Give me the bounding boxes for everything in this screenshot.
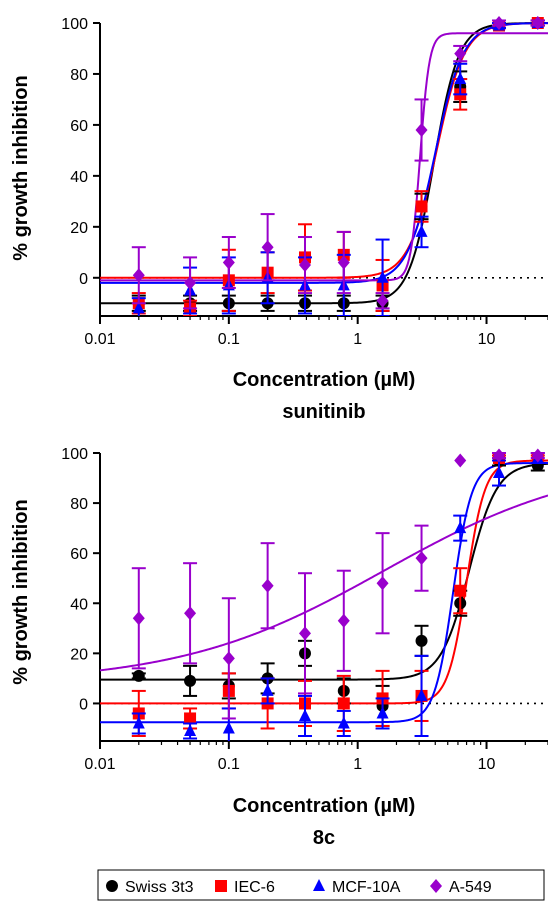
y-tick-label: 60	[70, 118, 88, 135]
data-point	[454, 46, 467, 61]
y-tick-label: 0	[79, 271, 88, 288]
data-point	[337, 716, 350, 729]
legend-label: A-549	[449, 879, 492, 896]
data-point	[454, 453, 467, 468]
data-point	[222, 721, 235, 734]
data-point	[337, 613, 350, 628]
data-point	[261, 683, 274, 696]
data-point	[454, 521, 467, 534]
legend-marker-diamond	[430, 879, 442, 893]
x-tick-label: 0.01	[84, 756, 115, 773]
x-axis-label: Concentration (µM)	[233, 795, 416, 817]
data-point	[415, 200, 428, 213]
data-point	[376, 576, 389, 591]
fit-curve-swiss-3t3	[100, 22, 548, 305]
data-point	[298, 708, 311, 721]
x-tick-label: 1	[353, 756, 362, 773]
legend-marker-square	[215, 880, 227, 892]
fit-curve-iec-6	[100, 22, 548, 279]
data-point	[376, 270, 389, 283]
series-mcf-10a	[131, 451, 545, 741]
fit-curve-swiss-3t3	[100, 462, 548, 681]
data-point	[415, 551, 428, 566]
data-point	[132, 669, 145, 682]
legend-label: Swiss 3t3	[125, 879, 194, 896]
series-a-549	[131, 448, 545, 720]
y-tick-label: 100	[61, 446, 88, 463]
data-point	[376, 293, 389, 308]
data-point	[132, 716, 145, 729]
data-point	[132, 268, 145, 283]
data-point	[184, 275, 197, 290]
y-tick-label: 20	[70, 220, 88, 237]
legend-marker-circle	[106, 880, 118, 892]
data-point	[454, 72, 467, 85]
legend-marker-triangle	[313, 879, 325, 891]
data-point	[184, 712, 197, 725]
y-tick-label: 40	[70, 596, 88, 613]
legend-label: MCF-10A	[332, 879, 401, 896]
data-point	[531, 16, 544, 30]
data-point	[184, 674, 197, 687]
data-point	[493, 466, 506, 479]
x-tick-label: 0.1	[218, 331, 240, 348]
fit-curve-a-549	[99, 494, 548, 672]
x-tick-label: 0.01	[84, 331, 115, 348]
chart-title: sunitinib	[282, 401, 365, 423]
series-mcf-10a	[131, 16, 545, 316]
y-tick-label: 40	[70, 169, 88, 186]
y-tick-label: 80	[70, 496, 88, 513]
data-point	[184, 723, 197, 736]
y-tick-label: 0	[79, 696, 88, 713]
data-point	[261, 240, 274, 255]
series-a-549	[131, 16, 545, 310]
x-tick-label: 10	[478, 331, 496, 348]
x-tick-label: 10	[478, 756, 496, 773]
data-point	[222, 255, 235, 270]
chart-title: 8c	[313, 827, 335, 849]
data-point	[184, 606, 197, 621]
y-axis-label: % growth inhibition	[10, 499, 32, 685]
y-tick-label: 100	[61, 16, 88, 33]
sunitinib-chart: % growth inhibition Concentration (µM) s…	[10, 16, 548, 423]
data-point	[493, 448, 506, 463]
data-point	[261, 578, 274, 593]
data-point	[531, 448, 544, 463]
data-point	[493, 16, 506, 30]
x-tick-label: 0.1	[218, 756, 240, 773]
data-point	[415, 688, 428, 701]
y-tick-label: 80	[70, 67, 88, 84]
data-point	[132, 611, 145, 626]
data-point	[222, 651, 235, 666]
y-tick-label: 20	[70, 646, 88, 663]
y-axis-label: % growth inhibition	[10, 75, 32, 261]
series-iec-6	[131, 17, 545, 316]
data-point	[454, 584, 467, 597]
data-point	[298, 626, 311, 641]
data-point	[415, 123, 428, 138]
data-point	[337, 255, 350, 270]
x-axis-label: Concentration (µM)	[233, 369, 416, 391]
data-point	[337, 697, 350, 710]
fit-curve-a-549	[100, 32, 548, 282]
data-point	[132, 301, 145, 314]
fit-curve-iec-6	[100, 459, 548, 705]
y-tick-label: 60	[70, 546, 88, 563]
data-point	[415, 224, 428, 237]
data-point	[376, 706, 389, 719]
8c-chart: % growth inhibition Concentration (µM) 8…	[10, 446, 548, 849]
legend: Swiss 3t3 IEC-6 MCF-10A A-549	[97, 869, 545, 901]
fit-curve-mcf-10a	[100, 462, 548, 724]
legend-label: IEC-6	[234, 879, 275, 896]
fit-curve-mcf-10a	[100, 22, 548, 284]
data-point	[415, 634, 428, 647]
x-tick-label: 1	[353, 331, 362, 348]
legend-box	[97, 869, 545, 901]
data-point	[298, 258, 311, 273]
